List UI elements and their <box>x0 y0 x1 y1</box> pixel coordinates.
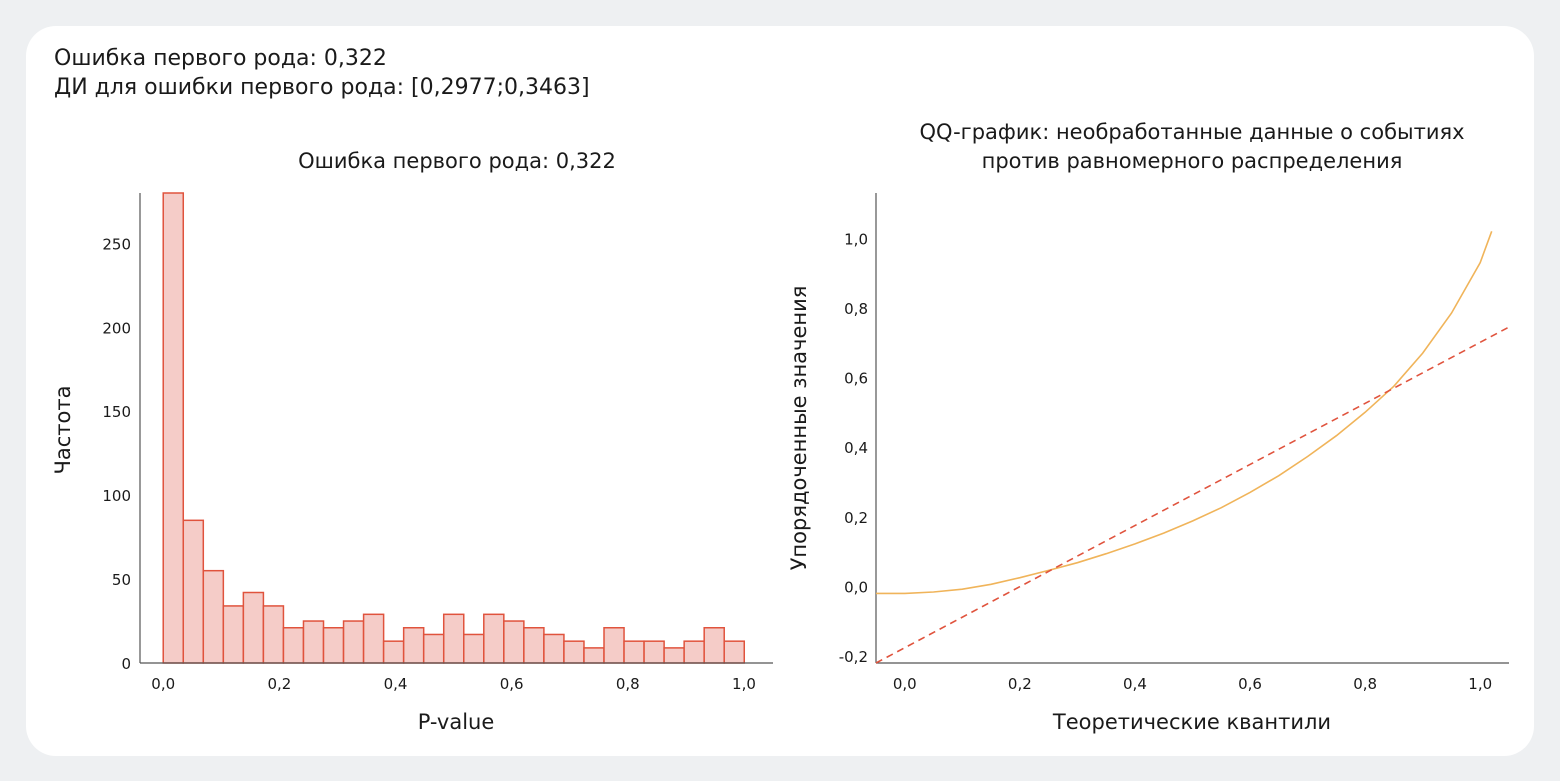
qq-x-tick-label: 0,6 <box>1238 675 1262 693</box>
histogram-y-tick-label: 100 <box>102 487 131 505</box>
histogram-x-label: P-value <box>418 710 495 734</box>
histogram-x-tick-label: 0,0 <box>151 675 175 693</box>
histogram-bar <box>382 640 405 664</box>
qq-plot-chart: QQ-график: необработанные данные о событ… <box>787 120 1510 734</box>
qq-x-tick-label: 0,8 <box>1353 675 1377 693</box>
histogram-bar <box>523 627 545 664</box>
qq-y-label: Упорядоченные значения <box>787 286 811 571</box>
qq-reference-line <box>875 326 1510 664</box>
histogram-bar <box>643 640 665 664</box>
histogram-bar <box>282 627 305 664</box>
qq-y-ticks: -0,2 0,0 0,2 0,4 0,6 0,8 1,0 <box>839 230 868 666</box>
histogram-bars <box>162 192 746 664</box>
histogram-bar <box>703 627 725 664</box>
histogram-y-tick-label: 250 <box>102 235 131 253</box>
qq-x-tick-label: 1,0 <box>1468 675 1492 693</box>
histogram-bar <box>222 605 245 664</box>
histogram-bar <box>503 620 525 664</box>
qq-y-tick-label: 0,0 <box>844 578 868 596</box>
histogram-bar <box>543 633 565 664</box>
histogram-x-tick-label: 0,8 <box>616 675 640 693</box>
histogram-bar <box>683 640 705 664</box>
qq-y-tick-label: 1,0 <box>844 230 868 248</box>
histogram-bar <box>202 569 225 664</box>
confidence-interval-text: ДИ для ошибки первого рода: [0,2977;0,34… <box>54 75 590 100</box>
histogram-bar <box>483 613 505 664</box>
histogram-bar <box>162 192 185 664</box>
histogram-x-tick-label: 0,4 <box>384 675 408 693</box>
histogram-bar <box>262 605 285 664</box>
qq-y-tick-label: 0,6 <box>844 370 868 388</box>
qq-title-line-1: QQ-график: необработанные данные о событ… <box>919 120 1464 144</box>
qq-x-ticks: 0,0 0,2 0,4 0,6 0,8 1,0 <box>893 675 1492 693</box>
histogram-bar <box>302 620 325 664</box>
qq-data-curve <box>876 231 1493 595</box>
histogram-x-ticks: 0,0 0,2 0,4 0,6 0,8 1,0 <box>151 675 756 693</box>
qq-y-tick-label: 0,4 <box>844 439 868 457</box>
histogram-bar <box>242 591 265 664</box>
histogram-y-tick-label: 150 <box>102 403 131 421</box>
histogram-y-tick-label: 0 <box>121 655 131 673</box>
histogram-y-tick-label: 200 <box>102 319 131 337</box>
histogram-bar <box>362 613 385 664</box>
histogram-x-tick-label: 0,2 <box>267 675 291 693</box>
histogram-y-tick-label: 50 <box>112 571 131 589</box>
histogram-chart: Ошибка первого рода: 0,322 0,0 0,2 0,4 0,6 0… <box>51 149 773 734</box>
histogram-bar <box>342 620 365 664</box>
qq-x-label: Теоретические квантили <box>1052 710 1331 734</box>
histogram-bar <box>563 640 585 664</box>
qq-x-tick-label: 0,2 <box>1008 675 1032 693</box>
qq-y-tick-label: 0,2 <box>844 509 868 527</box>
histogram-bar <box>402 627 425 664</box>
qq-series <box>875 231 1510 664</box>
histogram-bar <box>603 627 625 664</box>
histogram-bar <box>322 627 345 664</box>
histogram-bar <box>583 647 605 664</box>
histogram-y-ticks: 0 50 100 150 200 250 <box>102 235 131 673</box>
histogram-x-tick-label: 0,6 <box>500 675 524 693</box>
qq-y-tick-label: 0,8 <box>844 300 868 318</box>
qq-title-line-2: против равномерного распределения <box>982 149 1403 173</box>
histogram-bar <box>442 613 465 664</box>
histogram-y-label: Частота <box>51 386 75 475</box>
summary-text: Ошибка первого рода: 0,322 ДИ для ошибки… <box>54 44 590 102</box>
type1-error-text: Ошибка первого рода: 0,322 <box>54 46 387 71</box>
histogram-bar <box>463 633 485 664</box>
histogram-bar <box>182 519 205 664</box>
histogram-x-tick-label: 1,0 <box>732 675 756 693</box>
histogram-bar <box>723 640 746 664</box>
histogram-bar <box>623 640 645 664</box>
histogram-title: Ошибка первого рода: 0,322 <box>298 149 616 173</box>
histogram-bar <box>422 633 445 664</box>
histogram-bar <box>663 647 685 664</box>
qq-x-tick-label: 0,4 <box>1123 675 1147 693</box>
qq-y-tick-label: -0,2 <box>839 648 868 666</box>
qq-x-tick-label: 0,0 <box>893 675 917 693</box>
